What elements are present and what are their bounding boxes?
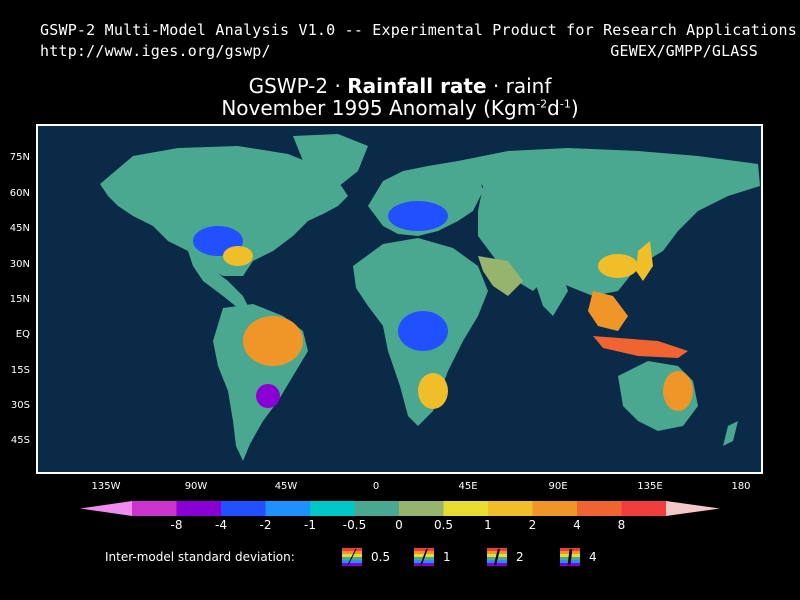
lat-label-7: 30S	[10, 400, 30, 411]
lat-label-5: EQ	[15, 329, 30, 340]
lon-label-5: 90E	[548, 481, 568, 492]
lon-label-7: 180	[731, 481, 751, 492]
sd-value-3: 4	[589, 550, 597, 564]
north-america	[100, 146, 348, 276]
sd-value-0: 0.5	[371, 550, 391, 564]
lat-label-0: 75N	[9, 152, 30, 163]
lon-label-1: 90W	[184, 481, 208, 492]
sd-swatch-3	[560, 548, 580, 566]
colorbar-bin-8	[488, 501, 533, 516]
title-period: November 1995 Anomaly (Kgm	[221, 96, 537, 120]
new-zealand	[723, 421, 738, 446]
colorbar-label-8: 2	[528, 518, 537, 532]
header-line1: GSWP-2 Multi-Model Analysis V1.0 -- Expe…	[40, 21, 797, 39]
colorbar-label-1: -4	[215, 518, 227, 532]
lon-label-0: 135W	[91, 481, 121, 492]
colorbar-bin-0	[132, 501, 177, 516]
title-unit-sup2: -1	[559, 97, 571, 111]
sd-swatch-1	[414, 548, 434, 566]
title-unit-sup1: -2	[536, 97, 548, 111]
colorbar-bin-3	[265, 501, 311, 516]
arabia	[478, 256, 523, 296]
colorbar-label-4: -0.5	[342, 518, 367, 532]
central-america	[188, 251, 248, 308]
world-map	[100, 134, 760, 461]
colorbar-label-10: 8	[617, 518, 626, 532]
header-org: GEWEX/GMPP/GLASS	[610, 42, 758, 60]
anomaly-congo	[398, 311, 448, 351]
colorbar-label-9: 4	[573, 518, 581, 532]
anomaly-s-africa	[418, 373, 448, 409]
colorbar-tip-right	[666, 501, 720, 516]
anomaly-aus-east	[663, 371, 693, 411]
greenland	[293, 134, 368, 191]
title-variable: Rainfall rate	[347, 74, 487, 98]
lon-label-3: 0	[372, 481, 380, 492]
map-title-line2: November 1995 Anomaly (Kgm-2d-1)	[0, 96, 800, 120]
title-unit-mid: d	[547, 96, 560, 120]
lat-label-3: 30N	[9, 259, 30, 270]
colorbar-bin-9	[532, 501, 578, 516]
colorbar-label-7: 1	[484, 518, 492, 532]
colorbar-bin-2	[221, 501, 266, 516]
anomaly-sa-south	[256, 384, 280, 408]
colorbar-label-0: -8	[170, 518, 183, 532]
colorbar-tip-left	[80, 501, 132, 516]
colorbar-bin-7	[443, 501, 489, 516]
anomaly-europe	[388, 201, 448, 231]
lat-label-4: 15N	[9, 294, 30, 305]
colorbar-bin-5	[354, 501, 400, 516]
colorbar-bin-11	[621, 501, 667, 516]
continents	[100, 134, 760, 461]
sd-value-1: 1	[443, 550, 451, 564]
colorbar-bin-10	[577, 501, 622, 516]
se-asia	[588, 291, 628, 331]
colorbar-bin-6	[399, 501, 444, 516]
header-url: http://www.iges.org/gswp/	[40, 42, 271, 60]
lon-label-2: 45W	[274, 481, 298, 492]
map-title-line1: GSWP-2 · Rainfall rate · rainf	[0, 74, 800, 98]
map-frame	[36, 124, 763, 474]
lon-label-6: 135E	[637, 481, 663, 492]
india	[533, 276, 568, 316]
colorbar-label-3: -1	[304, 518, 316, 532]
colorbar-label-6: 0.5	[433, 518, 454, 532]
colorbar-label-5: 0	[395, 518, 403, 532]
anomaly-amazon	[243, 316, 303, 366]
sd-value-2: 2	[516, 550, 524, 564]
indonesia	[593, 336, 688, 358]
colorbar-bin-4	[310, 501, 355, 516]
lat-label-8: 45S	[10, 435, 30, 446]
anomaly-china	[598, 254, 638, 278]
colorbar-label-2: -2	[259, 518, 272, 532]
title-unit-close: )	[570, 96, 579, 120]
sd-swatch-0	[342, 548, 362, 566]
lon-label-4: 45E	[458, 481, 478, 492]
title-suffix: · rainf	[486, 74, 552, 98]
asia	[458, 148, 760, 296]
sd-legend-label: Inter-model standard deviation:	[105, 550, 295, 564]
lat-label-1: 60N	[9, 188, 30, 199]
lat-label-2: 45N	[9, 223, 30, 234]
lat-label-6: 15S	[10, 365, 30, 376]
anomaly-patches	[193, 201, 693, 411]
title-prefix: GSWP-2 ·	[248, 74, 348, 98]
sd-swatch-2	[487, 548, 507, 566]
colorbar-bin-1	[176, 501, 222, 516]
japan	[636, 241, 653, 281]
colorbar	[80, 501, 720, 516]
anomaly-us-se	[223, 246, 253, 266]
